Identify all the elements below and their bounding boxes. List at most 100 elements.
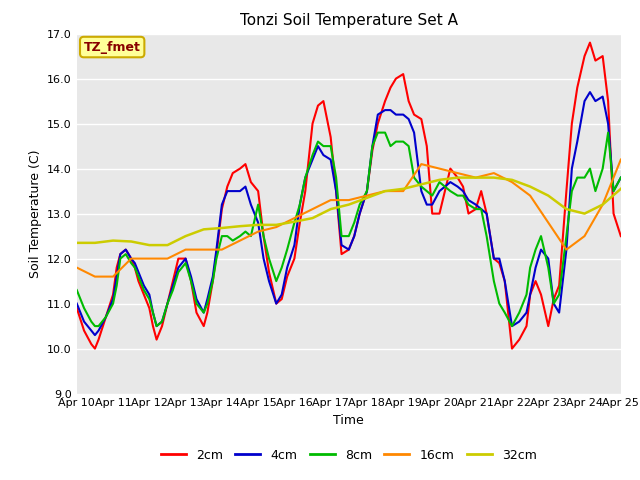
16cm — [599, 202, 607, 207]
16cm — [327, 197, 335, 203]
32cm — [127, 239, 135, 244]
8cm — [460, 192, 467, 199]
16cm — [617, 156, 625, 162]
Legend: 2cm, 4cm, 8cm, 16cm, 32cm: 2cm, 4cm, 8cm, 16cm, 32cm — [156, 444, 541, 467]
32cm — [218, 225, 226, 231]
32cm — [327, 206, 335, 212]
16cm — [236, 238, 244, 243]
16cm — [399, 188, 407, 194]
32cm — [91, 240, 99, 246]
16cm — [73, 264, 81, 270]
32cm — [381, 188, 389, 194]
32cm — [526, 184, 534, 190]
32cm — [254, 222, 262, 228]
16cm — [145, 256, 153, 262]
16cm — [545, 220, 552, 226]
32cm — [345, 202, 353, 207]
32cm — [200, 227, 207, 232]
32cm — [436, 177, 444, 183]
16cm — [200, 247, 207, 252]
16cm — [109, 274, 117, 279]
2cm — [617, 233, 625, 239]
16cm — [563, 247, 570, 252]
16cm — [218, 247, 226, 252]
32cm — [145, 242, 153, 248]
4cm — [91, 332, 99, 338]
32cm — [291, 219, 298, 225]
2cm — [164, 300, 172, 306]
16cm — [381, 188, 389, 194]
4cm — [441, 184, 449, 190]
2cm — [73, 305, 81, 311]
16cm — [580, 233, 588, 239]
16cm — [164, 256, 172, 262]
8cm — [447, 188, 454, 194]
8cm — [477, 206, 485, 212]
8cm — [73, 287, 81, 293]
Title: Tonzi Soil Temperature Set A: Tonzi Soil Temperature Set A — [240, 13, 458, 28]
32cm — [454, 175, 461, 180]
16cm — [472, 175, 479, 180]
32cm — [182, 233, 189, 239]
32cm — [417, 181, 425, 187]
32cm — [563, 206, 570, 212]
16cm — [436, 166, 444, 171]
16cm — [91, 274, 99, 279]
32cm — [617, 186, 625, 192]
16cm — [182, 247, 189, 252]
Line: 4cm: 4cm — [77, 92, 621, 335]
4cm — [164, 300, 172, 306]
32cm — [508, 177, 516, 183]
32cm — [164, 242, 172, 248]
32cm — [580, 211, 588, 216]
32cm — [109, 238, 117, 243]
4cm — [617, 175, 625, 180]
4cm — [586, 89, 594, 95]
2cm — [441, 188, 449, 194]
2cm — [102, 314, 109, 320]
16cm — [508, 179, 516, 185]
4cm — [102, 314, 109, 320]
4cm — [472, 202, 479, 207]
Line: 2cm: 2cm — [77, 43, 621, 348]
Line: 16cm: 16cm — [77, 159, 621, 276]
32cm — [363, 195, 371, 201]
16cm — [273, 224, 280, 230]
X-axis label: Time: Time — [333, 414, 364, 427]
2cm — [454, 175, 461, 180]
4cm — [454, 184, 461, 190]
Y-axis label: Soil Temperature (C): Soil Temperature (C) — [29, 149, 42, 278]
32cm — [273, 222, 280, 228]
8cm — [91, 323, 99, 329]
32cm — [545, 192, 552, 199]
2cm — [91, 346, 99, 351]
32cm — [308, 215, 316, 221]
32cm — [599, 202, 607, 207]
Line: 32cm: 32cm — [77, 178, 621, 245]
Text: TZ_fmet: TZ_fmet — [84, 40, 141, 54]
32cm — [399, 186, 407, 192]
8cm — [374, 130, 381, 135]
4cm — [73, 300, 81, 306]
Line: 8cm: 8cm — [77, 132, 621, 326]
16cm — [417, 161, 425, 167]
2cm — [477, 188, 485, 194]
32cm — [472, 175, 479, 180]
16cm — [454, 170, 461, 176]
4cm — [477, 206, 485, 212]
16cm — [345, 197, 353, 203]
16cm — [254, 228, 262, 234]
32cm — [73, 240, 81, 246]
32cm — [236, 223, 244, 229]
16cm — [363, 192, 371, 199]
2cm — [586, 40, 594, 46]
8cm — [483, 233, 490, 239]
16cm — [490, 170, 498, 176]
16cm — [526, 192, 534, 199]
32cm — [490, 175, 498, 180]
8cm — [164, 300, 172, 306]
16cm — [291, 215, 298, 221]
16cm — [308, 206, 316, 212]
8cm — [102, 314, 109, 320]
8cm — [617, 175, 625, 180]
